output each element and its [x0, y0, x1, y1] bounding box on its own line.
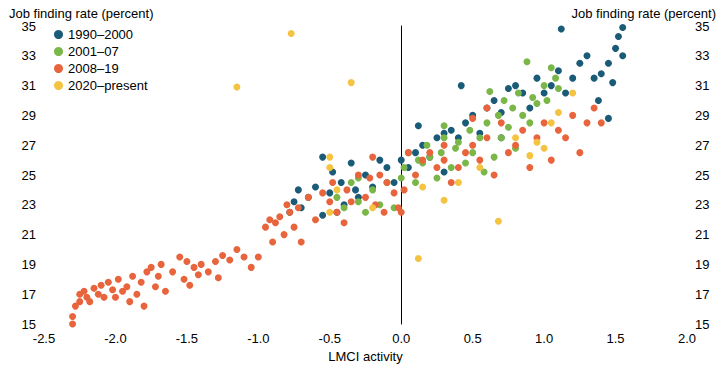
- svg-text:35: 35: [21, 18, 36, 34]
- svg-text:23: 23: [695, 197, 709, 212]
- svg-text:31: 31: [22, 78, 36, 93]
- svg-text:29: 29: [22, 108, 36, 123]
- svg-text:-0.5: -0.5: [319, 331, 341, 346]
- svg-text:33: 33: [22, 48, 36, 63]
- svg-text:-2.5: -2.5: [33, 331, 55, 346]
- svg-text:2020–present: 2020–present: [68, 78, 148, 93]
- svg-text:15: 15: [22, 317, 36, 332]
- svg-text:21: 21: [695, 227, 709, 242]
- svg-text:Job finding rate (percent): Job finding rate (percent): [571, 6, 716, 21]
- svg-text:17: 17: [22, 287, 36, 302]
- svg-text:2008–19: 2008–19: [68, 61, 119, 76]
- svg-text:0.5: 0.5: [464, 331, 482, 346]
- svg-text:Job finding rate (percent): Job finding rate (percent): [9, 6, 154, 21]
- svg-text:19: 19: [22, 257, 36, 272]
- svg-text:LMCI activity: LMCI activity: [328, 349, 403, 364]
- svg-text:0.0: 0.0: [392, 331, 410, 346]
- svg-text:35: 35: [695, 18, 710, 34]
- svg-text:2.0: 2.0: [678, 331, 696, 346]
- svg-text:29: 29: [695, 108, 709, 123]
- svg-text:17: 17: [695, 287, 709, 302]
- svg-text:-1.0: -1.0: [247, 331, 269, 346]
- svg-text:1990–2000: 1990–2000: [68, 27, 133, 42]
- svg-text:23: 23: [22, 197, 36, 212]
- svg-text:25: 25: [22, 168, 36, 183]
- svg-text:-2.0: -2.0: [104, 331, 126, 346]
- svg-text:33: 33: [695, 48, 709, 63]
- svg-text:1.0: 1.0: [535, 331, 553, 346]
- svg-text:27: 27: [22, 138, 36, 153]
- svg-text:1.5: 1.5: [607, 331, 625, 346]
- svg-text:-1.5: -1.5: [176, 331, 198, 346]
- svg-text:31: 31: [695, 78, 709, 93]
- svg-text:15: 15: [695, 317, 709, 332]
- svg-text:21: 21: [22, 227, 36, 242]
- svg-text:25: 25: [695, 168, 709, 183]
- svg-text:27: 27: [695, 138, 709, 153]
- svg-text:19: 19: [695, 257, 709, 272]
- svg-text:2001–07: 2001–07: [68, 44, 119, 59]
